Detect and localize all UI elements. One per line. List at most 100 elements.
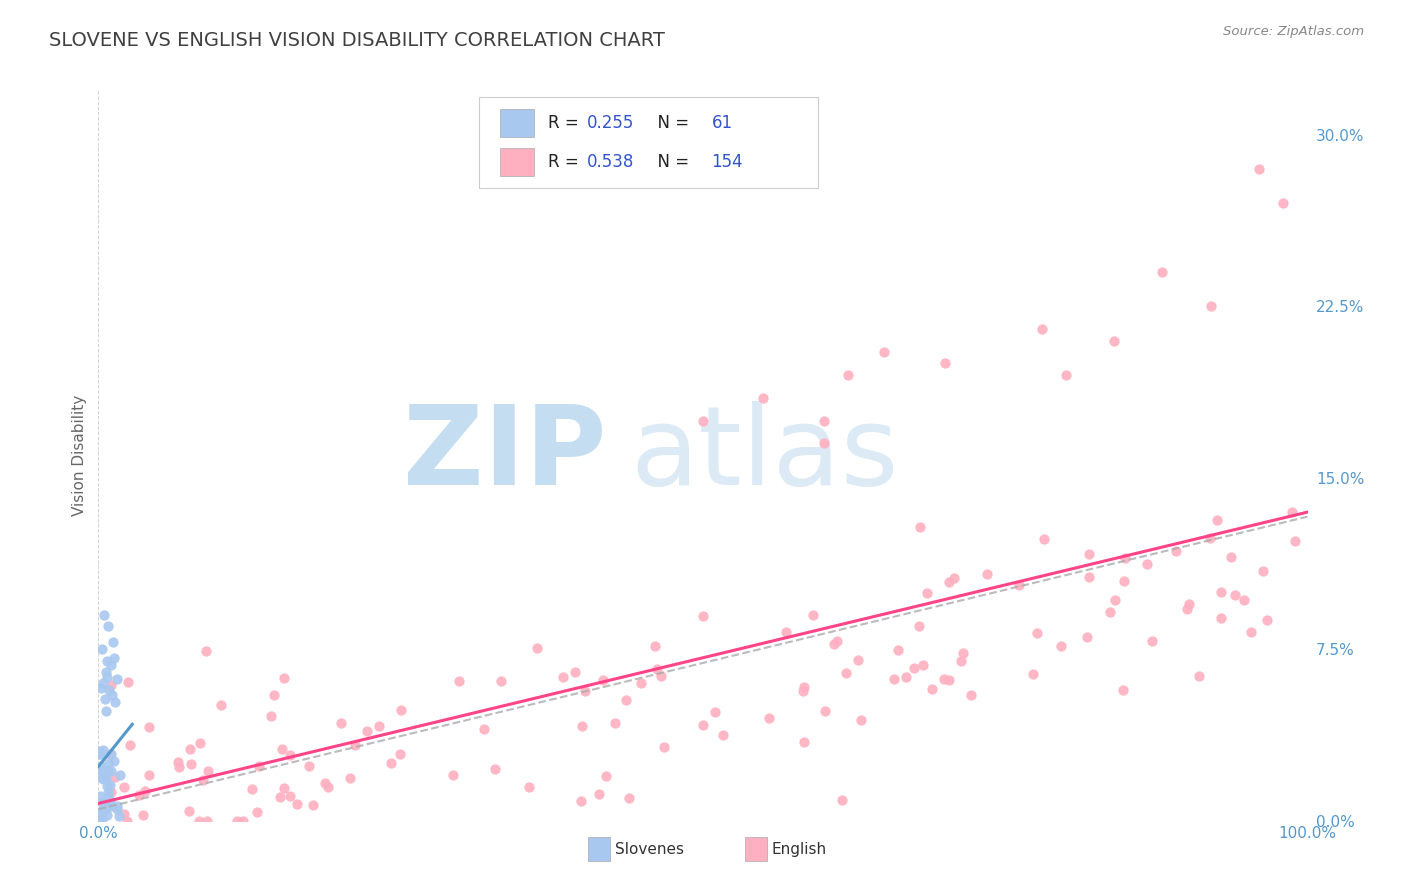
Point: [98, 756, 121, 771]
Point: [94, 665, 117, 679]
Point: [1199, 531, 1222, 545]
Point: [915, 585, 938, 599]
Text: Slovenes: Slovenes: [614, 842, 683, 856]
Point: [100, 677, 122, 691]
Point: [896, 670, 918, 684]
Point: [814, 704, 837, 718]
Point: [94, 769, 117, 783]
Point: [96, 772, 118, 786]
Point: [837, 368, 859, 382]
Point: [1178, 597, 1201, 611]
Point: [90, 762, 112, 776]
Point: [614, 693, 637, 707]
Point: [103, 754, 125, 768]
Text: ZIP: ZIP: [404, 401, 606, 508]
Point: [526, 640, 548, 655]
Point: [703, 705, 725, 719]
Point: [197, 764, 219, 779]
Text: SLOVENE VS ENGLISH VISION DISABILITY CORRELATION CHART: SLOVENE VS ENGLISH VISION DISABILITY COR…: [49, 31, 665, 50]
Point: [1112, 574, 1135, 588]
Point: [692, 718, 714, 732]
FancyBboxPatch shape: [501, 148, 534, 176]
Point: [179, 804, 201, 818]
Point: [1077, 547, 1099, 561]
Point: [100, 688, 122, 702]
Point: [1199, 299, 1222, 313]
Point: [960, 689, 983, 703]
Point: [273, 781, 295, 796]
Point: [278, 789, 301, 803]
Point: [1152, 265, 1174, 279]
Point: [105, 802, 128, 816]
Point: [1211, 611, 1233, 625]
Point: [103, 651, 125, 665]
Point: [100, 658, 122, 673]
Point: [711, 728, 734, 742]
Point: [97, 784, 120, 798]
Point: [846, 653, 869, 667]
Point: [90, 810, 112, 824]
Point: [91, 676, 114, 690]
Point: [117, 674, 139, 689]
Text: 0.255: 0.255: [586, 114, 634, 132]
Point: [97, 763, 120, 777]
Point: [89, 747, 111, 761]
Point: [1140, 634, 1163, 648]
Point: [87, 812, 110, 826]
Point: [752, 391, 775, 405]
Point: [1188, 669, 1211, 683]
Point: [849, 713, 872, 727]
Point: [942, 571, 965, 585]
Point: [98, 795, 121, 809]
Point: [98, 747, 121, 761]
Point: [1007, 578, 1029, 592]
FancyBboxPatch shape: [588, 838, 610, 861]
Point: [813, 436, 835, 450]
Point: [91, 743, 114, 757]
Point: [108, 808, 131, 822]
FancyBboxPatch shape: [745, 838, 768, 861]
Point: [96, 807, 118, 822]
Point: [1249, 162, 1271, 177]
Point: [1220, 550, 1243, 565]
Text: Source: ZipAtlas.com: Source: ZipAtlas.com: [1223, 25, 1364, 38]
Point: [1175, 602, 1198, 616]
Point: [388, 747, 411, 761]
Point: [96, 670, 118, 684]
Point: [887, 643, 910, 657]
Point: [104, 695, 127, 709]
Point: [302, 798, 325, 813]
Point: [263, 688, 285, 702]
Point: [645, 662, 668, 676]
Point: [134, 784, 156, 798]
Point: [98, 683, 121, 698]
Point: [128, 788, 150, 802]
Point: [1223, 588, 1246, 602]
Point: [932, 672, 955, 686]
Point: [97, 789, 120, 804]
Point: [91, 804, 114, 818]
Point: [225, 814, 247, 828]
Point: [339, 771, 361, 785]
Point: [91, 801, 114, 815]
Point: [94, 766, 117, 780]
Point: [93, 800, 115, 814]
Point: [100, 799, 122, 814]
Point: [278, 747, 301, 762]
Point: [93, 772, 115, 786]
Point: [571, 719, 593, 733]
Y-axis label: Vision Disability: Vision Disability: [72, 394, 87, 516]
Point: [1136, 557, 1159, 571]
Point: [551, 670, 574, 684]
Point: [1078, 570, 1101, 584]
Point: [1209, 584, 1232, 599]
Text: atlas: atlas: [630, 401, 898, 508]
Point: [823, 637, 845, 651]
Point: [100, 785, 122, 799]
Point: [650, 668, 672, 682]
Point: [1205, 513, 1227, 527]
Point: [934, 356, 956, 371]
Point: [269, 790, 291, 805]
Point: [903, 661, 925, 675]
Point: [97, 796, 120, 810]
